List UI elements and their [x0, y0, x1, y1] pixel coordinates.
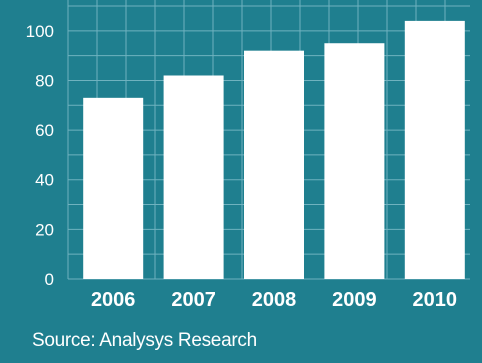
x-tick-label: 2008 — [252, 289, 297, 311]
bar-2008 — [244, 50, 304, 279]
y-tick-label: 20 — [35, 220, 54, 239]
y-axis: 0 20 40 60 80 100 — [26, 22, 54, 289]
bar-2007 — [163, 75, 224, 279]
bar-2009 — [324, 43, 385, 280]
x-tick-label: 2010 — [413, 289, 458, 311]
x-tick-label: 2007 — [171, 289, 216, 311]
y-tick-label: 0 — [45, 270, 54, 289]
x-tick-label: 2006 — [91, 289, 136, 311]
y-tick-label: 60 — [35, 121, 54, 140]
y-tick-label: 100 — [26, 22, 54, 41]
bars-layer — [83, 20, 465, 280]
y-tick-label: 40 — [35, 171, 54, 190]
x-tick-label: 2009 — [332, 289, 377, 311]
source-note: Source: Analysys Research — [32, 330, 257, 351]
bar-2006 — [83, 97, 144, 279]
y-tick-label: 80 — [35, 71, 54, 90]
x-axis: 2006 2007 2008 2009 2010 — [91, 289, 457, 311]
bar-2010 — [404, 20, 465, 280]
